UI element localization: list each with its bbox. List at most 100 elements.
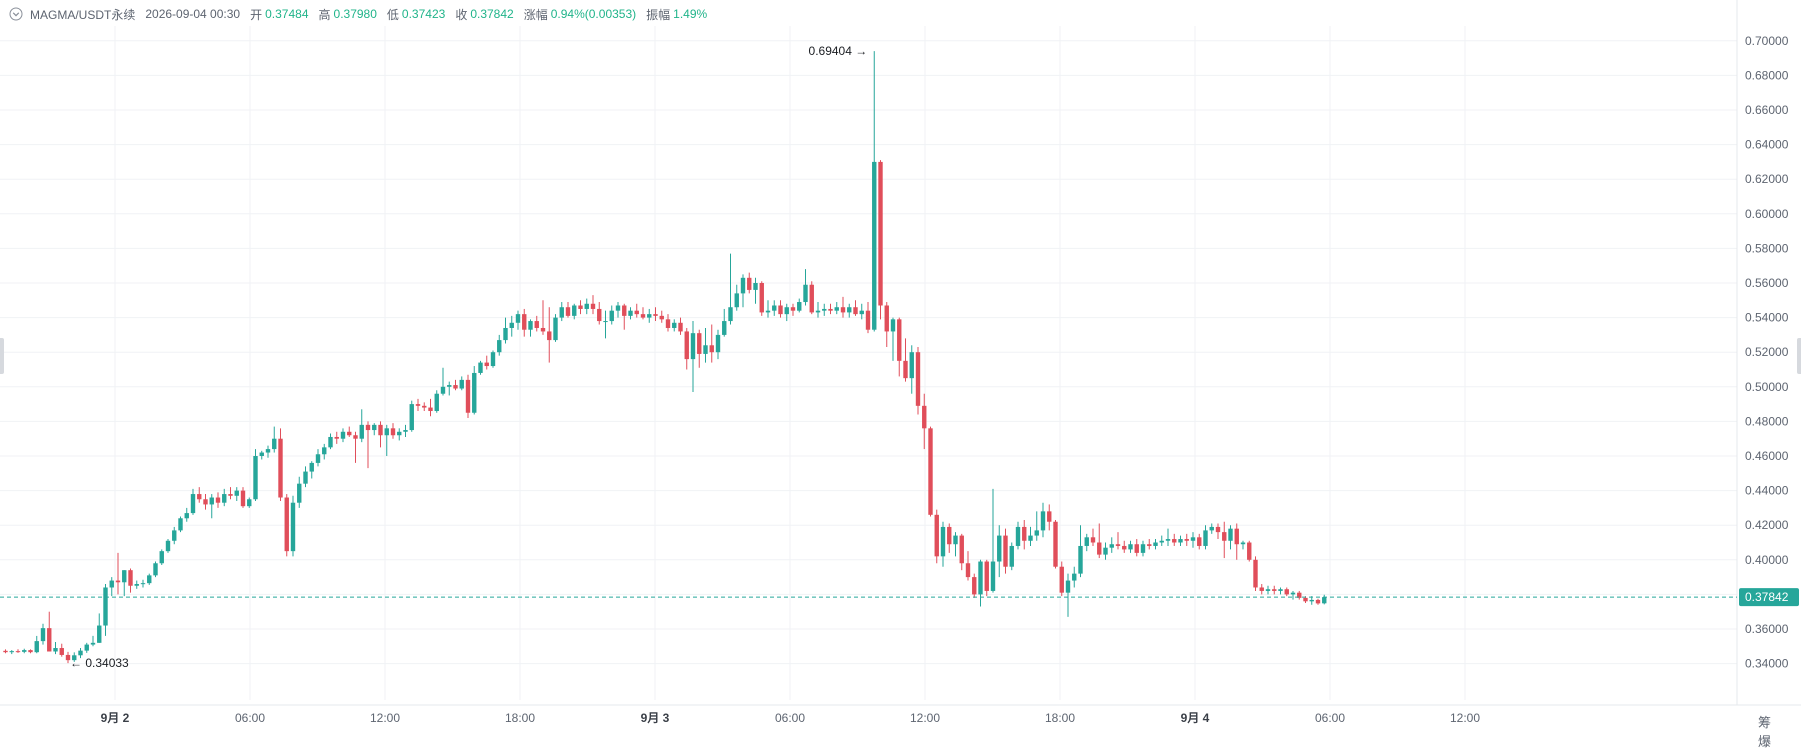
candle — [78, 648, 83, 659]
candle-body — [659, 315, 664, 320]
y-tick-label: 0.50000 — [1745, 380, 1789, 394]
candle-body — [740, 277, 746, 294]
candle — [1090, 528, 1096, 546]
candle — [172, 526, 177, 545]
candle-body — [484, 362, 489, 367]
candle-body — [1034, 530, 1039, 536]
candle-body — [834, 307, 839, 311]
candle-body — [1059, 566, 1064, 593]
candle-body — [634, 310, 639, 315]
candle — [453, 379, 458, 391]
y-tick-label: 0.36000 — [1745, 622, 1789, 636]
candle — [1297, 590, 1302, 600]
candle-body — [934, 514, 939, 557]
candle — [197, 487, 202, 503]
candle — [472, 366, 477, 415]
x-tick-label: 12:00 — [1450, 711, 1480, 725]
symbol-name[interactable]: MAGMA/USDT永续 — [30, 7, 136, 22]
y-tick-label: 0.48000 — [1745, 414, 1789, 428]
candle — [565, 302, 571, 318]
x-tick-label: 06:00 — [235, 711, 265, 725]
candle — [740, 274, 746, 308]
candle — [940, 521, 946, 567]
candle-body — [815, 310, 821, 313]
candle-body — [309, 462, 314, 472]
candle-body — [1165, 539, 1171, 541]
candle-body — [528, 321, 533, 330]
candle-body — [503, 327, 508, 341]
candle — [840, 296, 846, 318]
candle-body — [359, 424, 364, 439]
candle-body — [1247, 542, 1252, 560]
candle-body — [1047, 511, 1052, 522]
candle-body — [1053, 521, 1058, 567]
high-value: 0.37980 — [333, 7, 377, 21]
candle — [140, 579, 146, 588]
x-tick-label: 9月 4 — [1181, 711, 1210, 725]
right-panel-handle[interactable] — [1797, 338, 1801, 374]
x-tick-label: 12:00 — [370, 711, 400, 725]
candle-body — [22, 650, 27, 652]
candlestick-chart[interactable]: 0.70000 0.68000 0.66000 0.64000 0.62000 0.600… — [0, 0, 1801, 734]
candle — [978, 559, 983, 607]
candle — [165, 539, 171, 553]
candle — [28, 649, 33, 654]
candle-body — [1065, 580, 1071, 593]
candle-body — [822, 308, 827, 311]
x-tick-label: 18:00 — [505, 711, 535, 725]
candle-body — [840, 307, 846, 313]
candle — [234, 487, 239, 501]
candle — [953, 532, 958, 557]
candle — [928, 426, 933, 517]
y-tick-label: 0.46000 — [1745, 449, 1789, 463]
candle-body — [28, 650, 33, 653]
candle-body — [628, 310, 633, 316]
candle-body — [972, 577, 977, 595]
left-panel-handle[interactable] — [0, 338, 4, 374]
candles — [3, 51, 1327, 664]
candle-body — [603, 321, 608, 323]
candle — [684, 327, 689, 370]
collapse-chevron-icon[interactable] — [8, 6, 24, 22]
candle — [834, 302, 839, 315]
candle-body — [1315, 599, 1321, 604]
candle — [534, 315, 539, 332]
candle — [965, 551, 971, 581]
amplitude-label: 振幅 — [646, 7, 671, 22]
candle-body — [1078, 545, 1083, 574]
candle — [509, 315, 514, 337]
candle — [1278, 587, 1283, 595]
candle-body — [909, 352, 914, 379]
candle — [665, 314, 671, 332]
chip-distribution-button[interactable]: 筹 — [1758, 715, 1772, 730]
candle-body — [853, 307, 858, 315]
candle-body — [459, 379, 464, 389]
candle-body — [472, 372, 477, 413]
candle-body — [890, 319, 896, 332]
candle-body — [1240, 542, 1246, 545]
candle — [1059, 561, 1064, 597]
open-label: 开 — [250, 7, 263, 22]
candle-body — [428, 407, 433, 412]
candle-body — [797, 302, 802, 311]
candle — [584, 298, 589, 315]
candle-body — [1309, 599, 1314, 602]
candle — [1009, 542, 1014, 571]
candle — [478, 360, 483, 375]
candle-body — [615, 305, 621, 311]
candle-body — [240, 490, 246, 507]
candle-body — [1072, 573, 1077, 581]
candle-body — [390, 428, 396, 436]
candle-body — [234, 490, 239, 496]
candle-body — [865, 310, 871, 330]
candle — [747, 272, 752, 294]
liquidation-button[interactable]: 爆 — [1758, 734, 1772, 749]
y-tick-label: 0.44000 — [1745, 484, 1789, 498]
candle — [265, 445, 271, 458]
candle-body — [578, 305, 583, 309]
candle-body — [365, 424, 371, 431]
y-tick-label: 0.70000 — [1745, 34, 1789, 48]
change-value: 0.94%(0.00353) — [550, 7, 637, 21]
candle — [109, 577, 114, 597]
candle — [1203, 525, 1208, 550]
